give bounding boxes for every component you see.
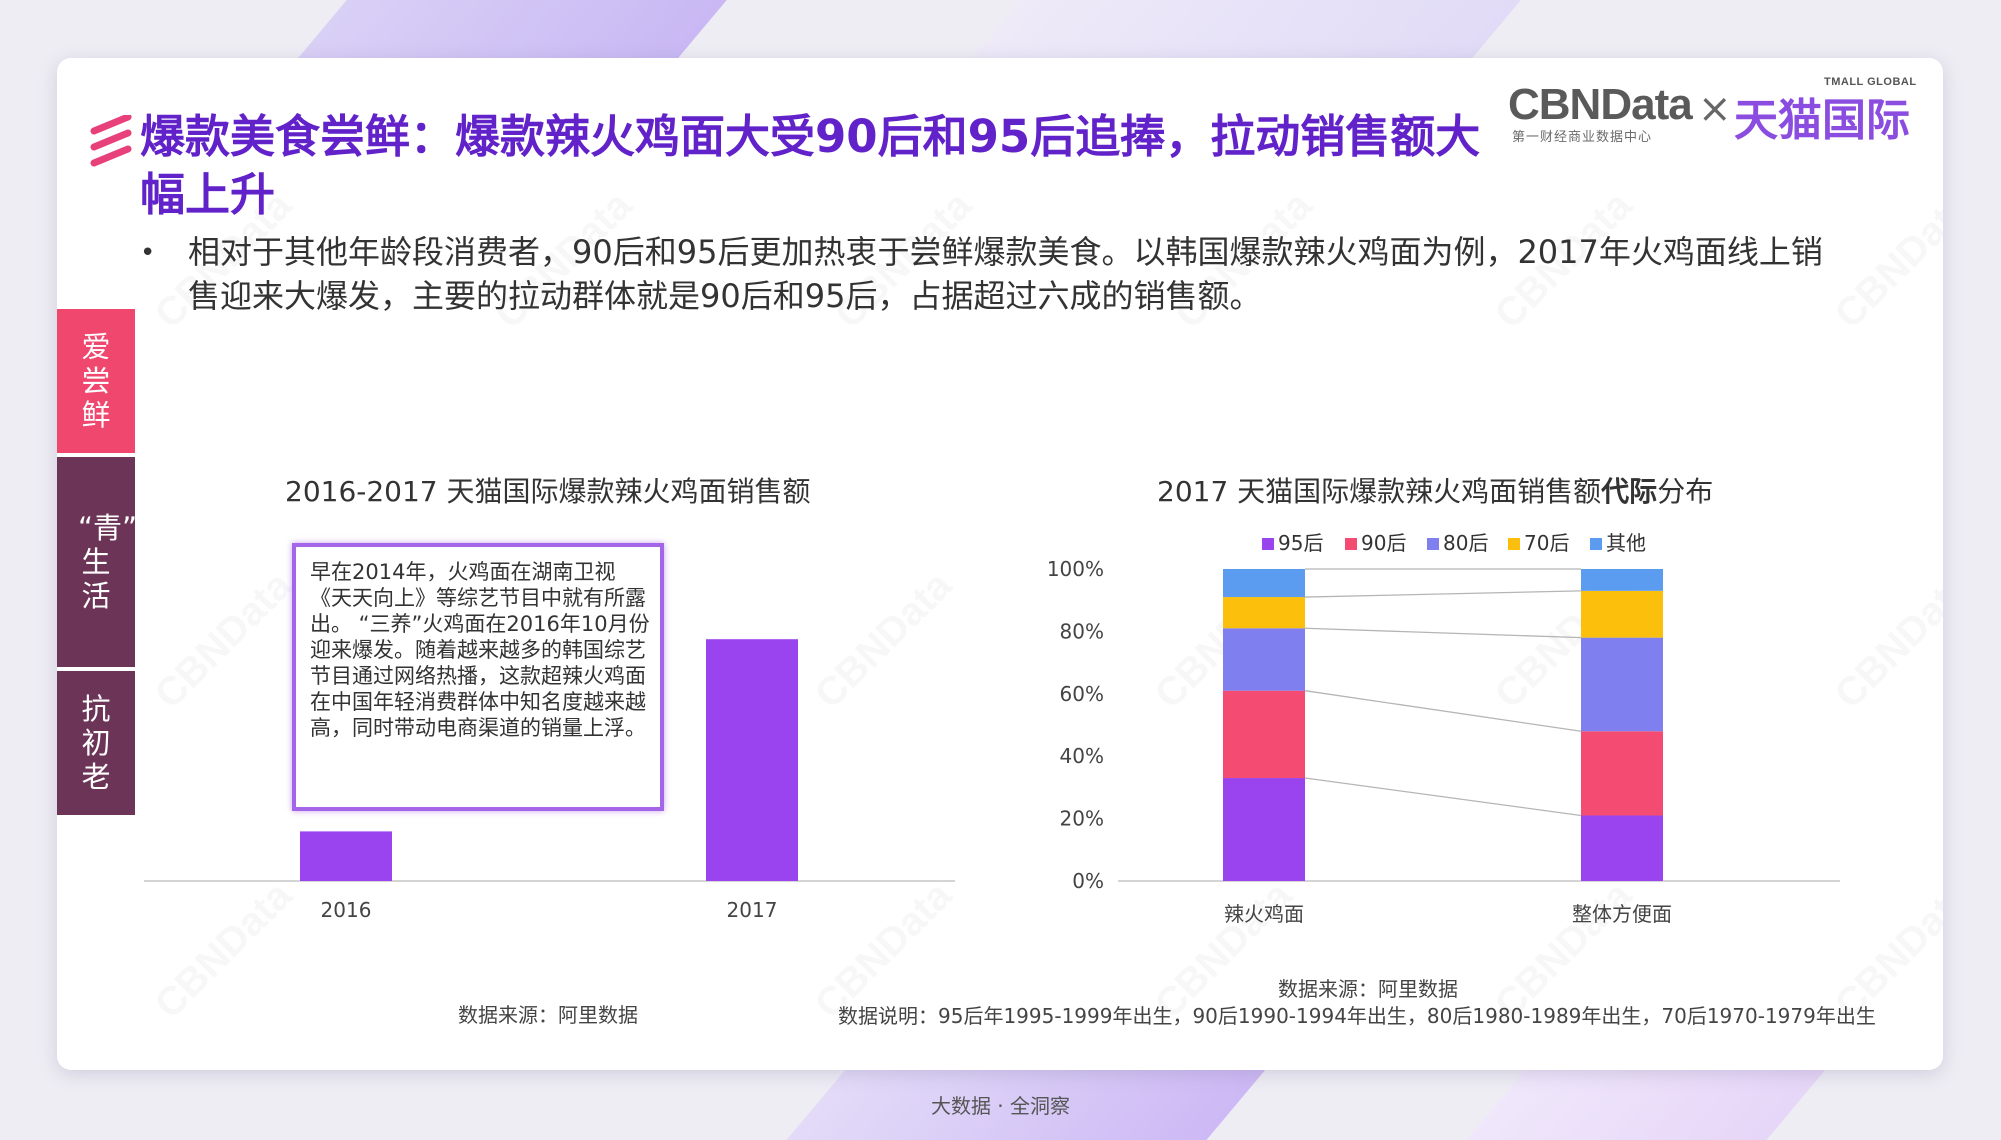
stack-seg-70后 [1581,590,1663,638]
stack-seg-其他 [1223,569,1305,598]
summary-text: 相对于其他年龄段消费者，90后和95后更加热衷于尝鲜爆款美食。以韩国爆款辣火鸡面… [188,233,1823,315]
footer-tagline: 大数据 · 全洞察 [930,1094,1071,1118]
page-title: 爆款美食尝鲜：爆款辣火鸡面大受90后和95后追捧，拉动销售额大幅上升 [140,110,1481,221]
stack-seg-95后 [1223,778,1305,881]
right-chart-title-pre: 2017 天猫国际爆款辣火鸡面销售额 [1157,475,1602,508]
bar-2016 [300,831,392,881]
y-tick-label: 100% [1047,557,1104,581]
legend-swatch-95后 [1262,538,1274,550]
cbndata-logo: CBNData [1508,80,1693,129]
left-chart-title: 2016-2017 天猫国际爆款辣火鸡面销售额 [285,475,811,508]
logo-cross: × [1698,86,1732,132]
legend-label-90后: 90后 [1361,531,1406,555]
connector-line [1304,627,1582,639]
legend-label-70后: 70后 [1524,531,1569,555]
connector-line [1304,777,1582,817]
sidebar-tab-light-luxury[interactable]: “青”奢生活 [57,457,167,667]
title-stripes-icon [90,115,132,167]
legend-swatch-其他 [1590,538,1602,550]
x-tick-label: 2016 [321,898,372,922]
y-tick-label: 40% [1060,744,1104,768]
y-tick-label: 20% [1060,807,1104,831]
legend-label-95后: 95后 [1278,531,1323,555]
sidebar-tab-try-new[interactable]: 爱尝鲜 [57,309,135,453]
sidebar-tab-anti-aging[interactable]: 抗初老 [57,671,135,815]
stack-seg-95后 [1581,815,1663,881]
stack-seg-其他 [1581,569,1663,591]
bar-2017 [706,639,798,881]
y-tick-label: 0% [1072,869,1104,893]
y-tick-label: 80% [1060,619,1104,643]
right-chart-title-bold: 代际 [1601,475,1658,508]
stack-seg-90后 [1223,690,1305,779]
stack-seg-80后 [1581,637,1663,732]
cbndata-logo-subtitle: 第一财经商业数据中心 [1512,130,1653,145]
right-chart-note: 数据说明：95后年1995-1999年出生，90后1990-1994年出生，80… [838,1004,1876,1028]
legend-label-80后: 80后 [1443,531,1488,555]
callout-box: 早在2014年，火鸡面在湖南卫视《天天向上》等综艺节目中就有所露出。 “三养”火… [292,543,664,811]
x-tick-label: 辣火鸡面 [1224,902,1304,926]
x-tick-label: 2017 [727,898,778,922]
stack-seg-90后 [1581,731,1663,816]
tmall-global-logo: 天猫国际 [1734,95,1910,146]
tmall-global-logo-en: TMALL GLOBAL [1824,76,1917,88]
legend-swatch-80后 [1427,538,1439,550]
right-chart-title: 2017 天猫国际爆款辣火鸡面销售额代际分布 [1157,470,1713,510]
brand-logo: CBNData 第一财经商业数据中心 × 天猫国际 TMALL GLOBAL [1508,76,1918,146]
legend-swatch-70后 [1508,538,1520,550]
sidebar-tab-label: 抗初老 [81,692,111,794]
left-chart-source: 数据来源：阿里数据 [458,1003,638,1027]
bullet-icon: • [140,238,156,268]
sidebar-tab-label: 爱尝鲜 [81,330,111,432]
x-tick-label: 整体方便面 [1572,902,1672,926]
connector-line [1304,590,1582,598]
connector-line [1304,690,1582,732]
right-chart-source: 数据来源：阿里数据 [1278,977,1458,1001]
legend-swatch-90后 [1345,538,1357,550]
right-chart-title-post: 分布 [1657,475,1714,508]
stack-seg-80后 [1223,628,1305,691]
sidebar-tab-label: “青”奢生活 [78,511,167,613]
y-tick-label: 60% [1060,682,1104,706]
sales-bar-chart: 2016 2017 [144,639,955,922]
stack-seg-70后 [1223,597,1305,629]
legend-label-其他: 其他 [1606,531,1646,555]
